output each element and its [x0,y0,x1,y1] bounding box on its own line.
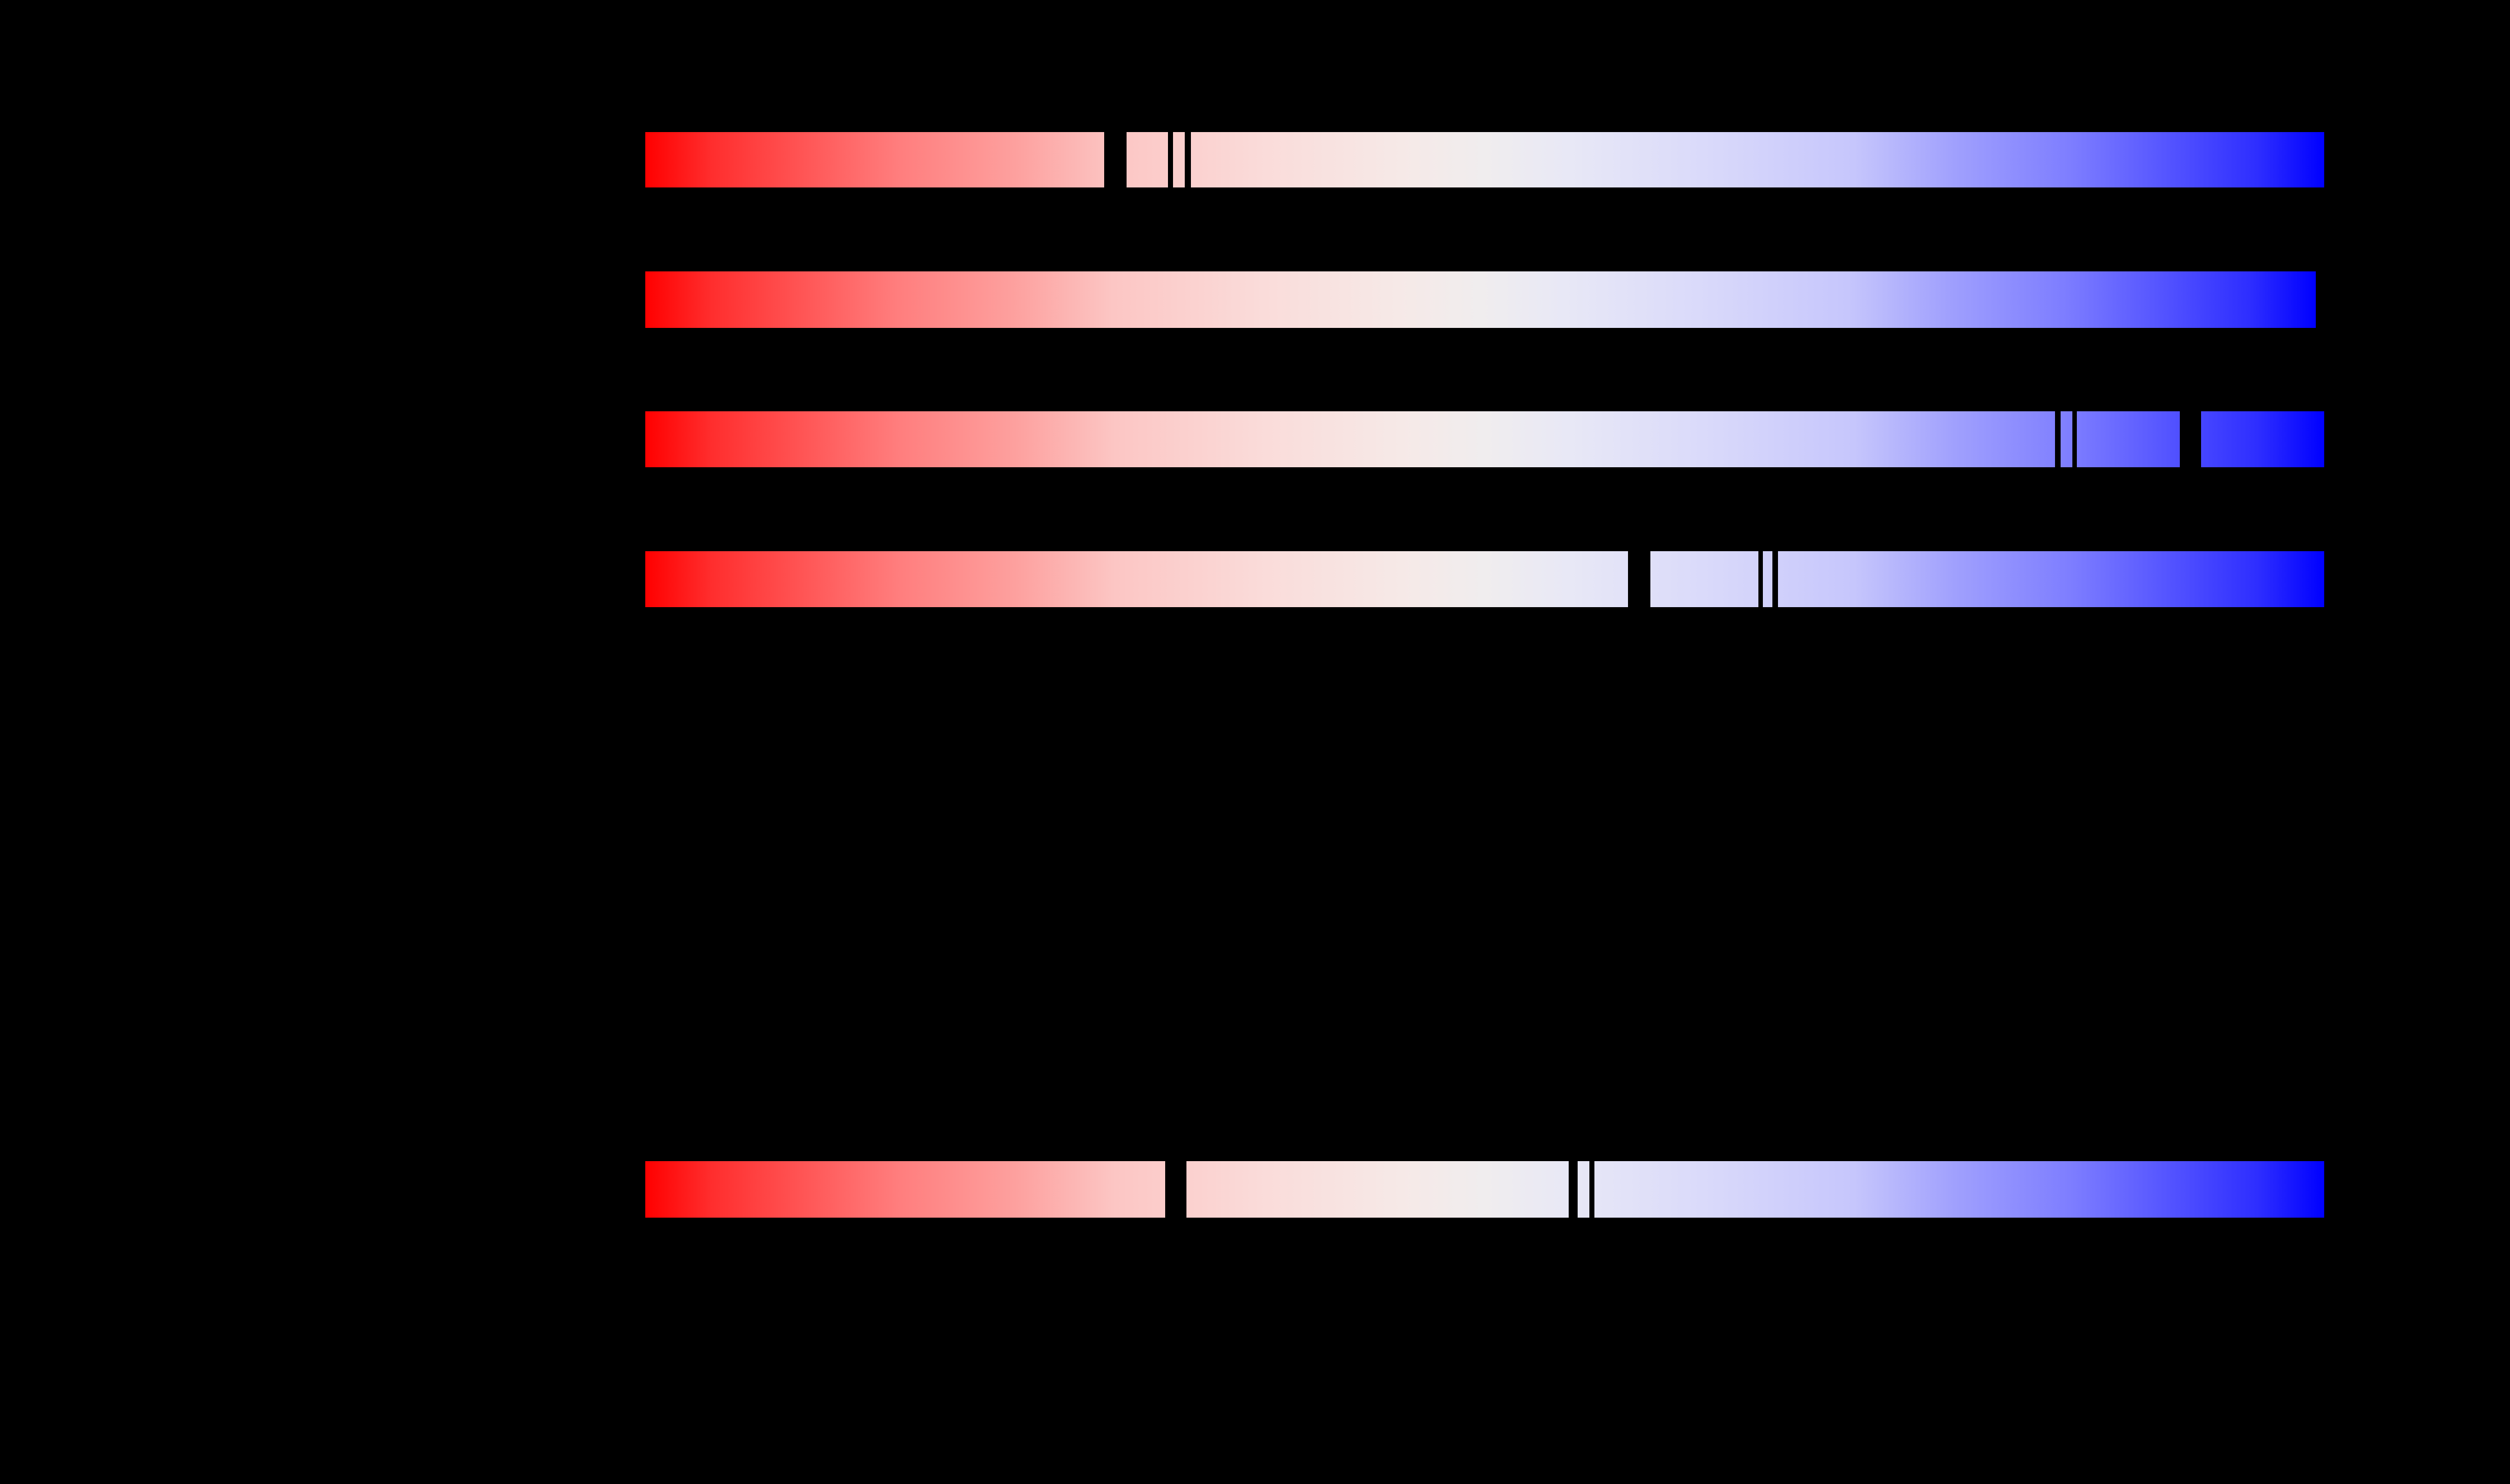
marker-tick-thin [1772,551,1778,607]
gradient-bar-row-5 [645,1161,2324,1218]
marker-tick-thick [2180,411,2201,467]
marker-tick-thin [1758,551,1763,607]
gradient-bar-row-2 [645,271,2316,328]
marker-tick-thin [2072,411,2077,467]
gradient-bar-row-4 [645,551,2324,607]
marker-tick-thin [1168,132,1173,187]
gradient-bar-row-3 [645,411,2324,467]
gradient-bar-row-1 [645,132,2324,187]
marker-tick-thin [1589,1161,1594,1218]
marker-tick-thick [1104,132,1127,187]
marker-tick-thin [1185,132,1191,187]
marker-tick-thick [1628,551,1650,607]
marker-tick-thin [2055,411,2061,467]
marker-tick-thick [1165,1161,1186,1218]
marker-tick-thin [1569,1161,1578,1218]
